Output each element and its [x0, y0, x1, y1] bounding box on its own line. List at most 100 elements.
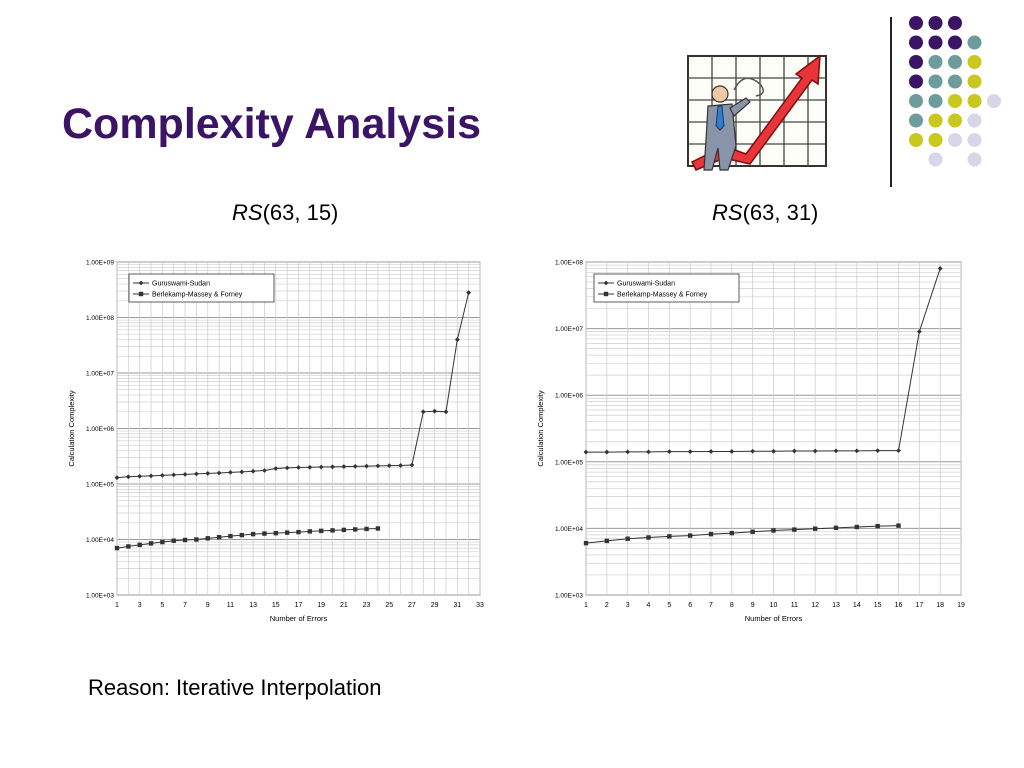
chart-1-label: RS(63, 15)	[232, 200, 338, 226]
x-tick-label: 3	[138, 602, 142, 609]
data-point	[466, 290, 472, 296]
grid	[585, 261, 962, 596]
data-point	[318, 464, 324, 470]
decorative-dot	[967, 133, 982, 147]
data-point	[318, 528, 324, 534]
data-point	[273, 530, 279, 536]
data-point	[896, 523, 901, 528]
x-tick-label: 33	[476, 602, 484, 609]
data-point	[771, 528, 776, 533]
chart-2-label-italic: RS	[712, 200, 743, 225]
y-tick-label: 1.00E+03	[555, 593, 583, 600]
data-point	[896, 448, 901, 454]
data-point	[239, 532, 244, 538]
decorative-dot	[967, 113, 982, 128]
data-point	[443, 409, 449, 415]
data-point	[708, 531, 714, 537]
decorative-dot	[909, 133, 923, 147]
legend-label: Berlekamp-Massey & Forney	[152, 292, 243, 299]
x-tick-label: 2	[605, 602, 609, 609]
data-point	[875, 448, 881, 454]
y-tick-label: 1.00E+03	[86, 593, 114, 600]
x-tick-label: 14	[853, 602, 861, 609]
y-tick-label: 1.00E+07	[86, 371, 114, 378]
data-point	[194, 471, 199, 477]
y-tick-label: 1.00E+05	[86, 482, 114, 489]
series-line	[585, 525, 899, 544]
data-point	[646, 535, 651, 540]
decorative-dot	[909, 35, 923, 50]
x-tick-label: 4	[647, 602, 651, 609]
data-point	[114, 545, 120, 551]
decorative-dot	[928, 55, 943, 69]
x-tick-label: 21	[340, 602, 348, 609]
x-tick-label: 7	[183, 602, 187, 609]
data-point	[729, 530, 735, 536]
businessman-rising-chart-icon	[687, 54, 827, 171]
chart-rs-63-31: 1.00E+03 1.00E+04 1.00E+05 1.00E+06 1.00E+07…	[536, 260, 965, 624]
legend-label: Berlekamp-Massey & Forney	[617, 292, 708, 299]
data-point	[364, 463, 369, 469]
data-point	[262, 531, 267, 536]
y-tick-label: 1.00E+06	[86, 426, 114, 433]
decorative-dot	[928, 133, 943, 147]
legend-label: Guruswami-Sudan	[152, 281, 210, 288]
data-point	[398, 463, 403, 468]
y-tick-label: 1.00E+09	[86, 260, 114, 267]
data-point	[364, 526, 369, 532]
y-tick-label: 1.00E+08	[555, 260, 583, 267]
decorative-dot	[948, 35, 962, 50]
decorative-dot	[948, 55, 962, 69]
chart-1-label-italic: RS	[232, 200, 263, 225]
data-point	[250, 531, 256, 537]
data-point	[708, 449, 714, 454]
legend: Guruswami-Sudan Berlekamp-Massey & Forney	[593, 273, 740, 303]
series-guruswami-sudan	[583, 266, 943, 455]
x-tick-label: 5	[667, 602, 671, 609]
data-point	[854, 524, 860, 530]
data-point	[228, 533, 233, 539]
series-line	[586, 268, 941, 453]
x-tick-label: 19	[957, 602, 965, 609]
x-tick-label: 8	[730, 602, 734, 609]
data-point	[250, 468, 256, 474]
decorative-dot	[909, 113, 923, 128]
data-point	[126, 544, 131, 549]
data-point	[216, 535, 222, 540]
data-point	[386, 463, 392, 469]
data-point	[583, 540, 589, 546]
decorative-dot	[967, 35, 982, 50]
x-tick-label: 9	[206, 602, 210, 609]
x-tick-label: 19	[317, 602, 325, 609]
data-point	[604, 538, 610, 544]
decorative-dot	[967, 55, 982, 69]
data-point	[666, 449, 672, 455]
data-point	[114, 475, 120, 481]
x-tick-label: 13	[249, 602, 257, 609]
x-tick-label: 23	[363, 602, 371, 609]
data-point	[833, 448, 839, 454]
decorative-dot	[987, 94, 1001, 108]
decorative-dot	[909, 55, 923, 69]
legend-marker	[603, 280, 609, 286]
x-tick-label: 7	[709, 602, 713, 609]
data-point	[812, 448, 818, 454]
data-point	[341, 527, 347, 533]
data-point	[194, 537, 199, 542]
x-tick-label: 16	[895, 602, 903, 609]
data-point	[687, 533, 693, 538]
data-point	[454, 337, 460, 342]
decorative-dot-grid	[909, 16, 1001, 167]
legend-box	[593, 273, 740, 303]
decorative-dot	[909, 94, 923, 108]
legend-marker	[603, 291, 609, 297]
decorative-dot	[967, 74, 982, 89]
data-point	[296, 529, 301, 535]
x-tick-label: 15	[272, 602, 280, 609]
y-tick-label: 1.00E+04	[555, 526, 583, 533]
x-tick-label: 9	[751, 602, 755, 609]
data-point	[375, 463, 381, 469]
data-point	[228, 469, 233, 475]
data-point	[137, 473, 143, 479]
x-axis-label: Number of Errors	[745, 614, 803, 623]
